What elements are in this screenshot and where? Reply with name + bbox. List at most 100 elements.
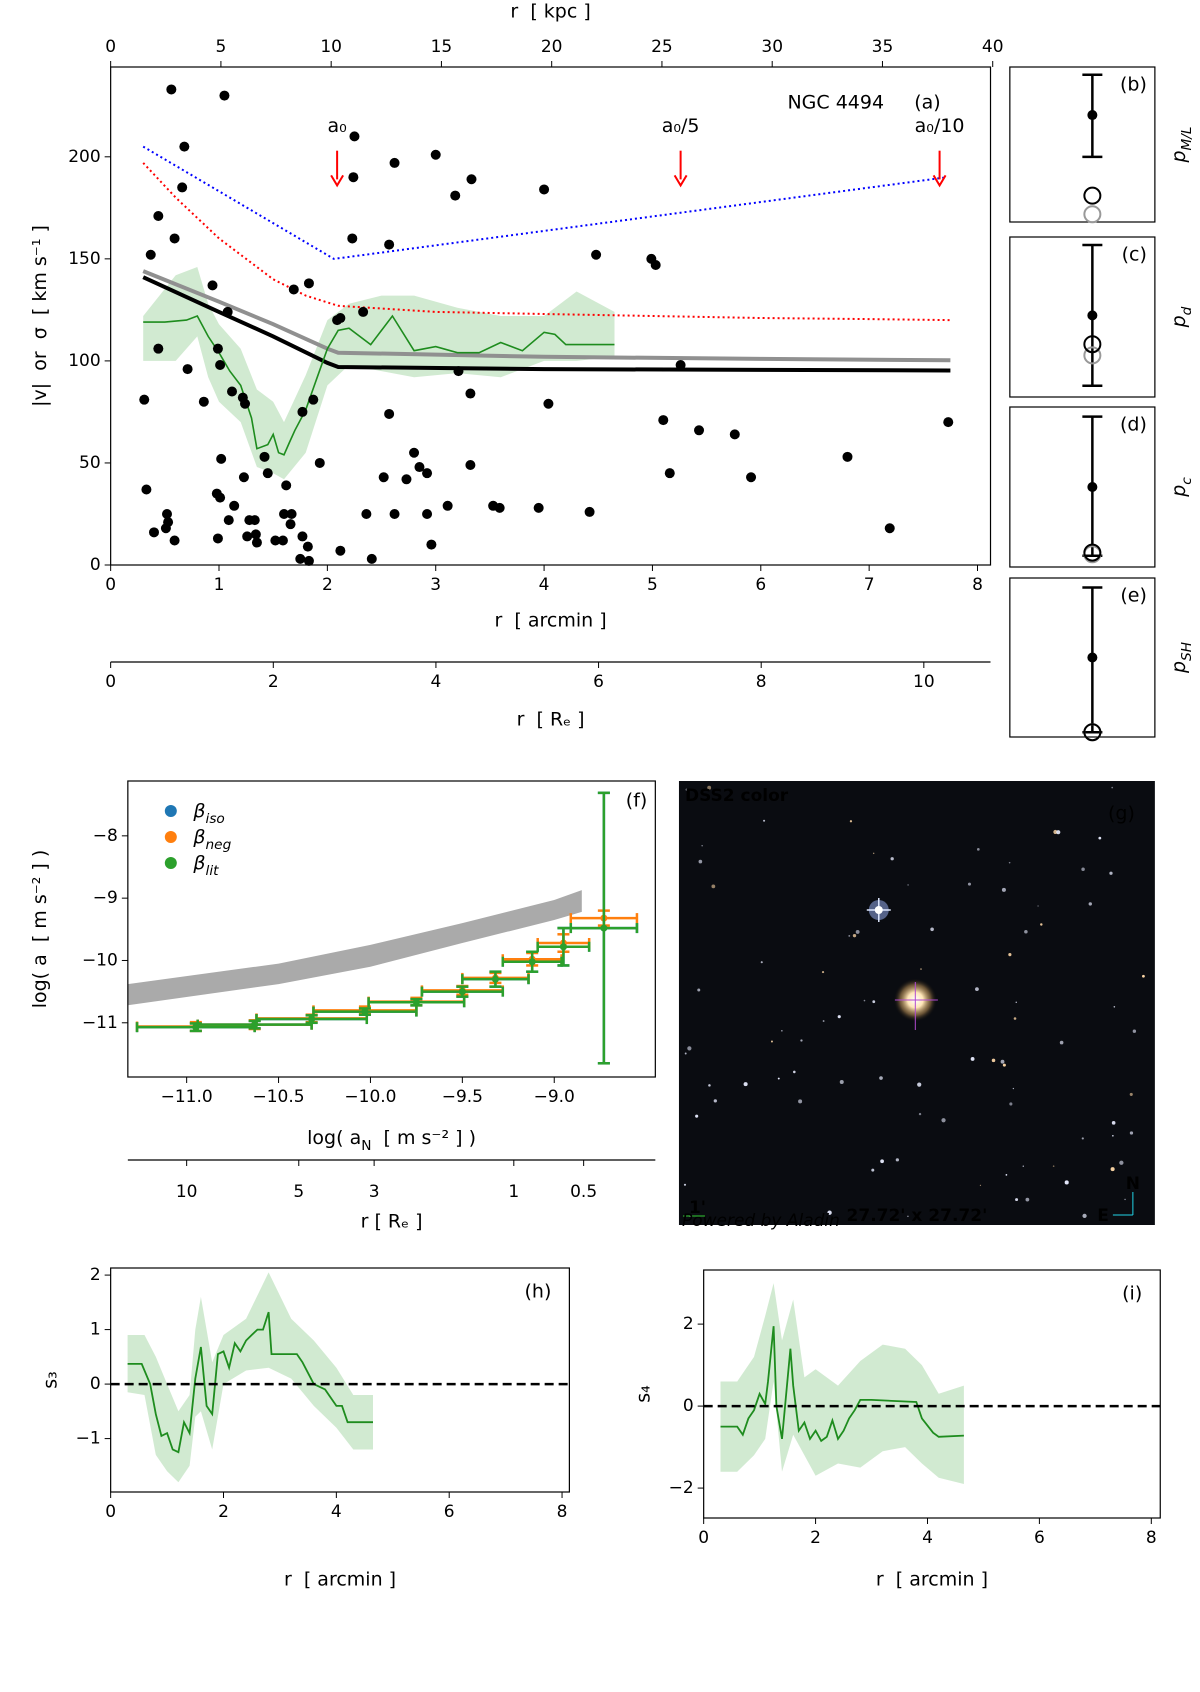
star [1059, 1040, 1064, 1045]
x-tick-label: 4 [922, 1528, 933, 1548]
y-axis-label: |v| or σ [ km s⁻¹ ] [29, 225, 51, 407]
star [1111, 1121, 1116, 1125]
star [855, 929, 860, 934]
y-tick-label: −2 [669, 1478, 694, 1498]
point [389, 508, 400, 519]
point [281, 480, 292, 491]
legend-marker [164, 857, 177, 869]
y-tick-label: 2 [90, 1265, 101, 1285]
x-tick-label: 10 [913, 672, 935, 692]
panel-label: (e) [1120, 585, 1147, 607]
point [223, 515, 234, 526]
star [711, 884, 716, 889]
point [430, 149, 441, 160]
point [533, 502, 544, 513]
star [1119, 1160, 1124, 1165]
point [884, 523, 895, 534]
y-tick-label: −10 [82, 950, 118, 970]
y-tick-label: 0 [90, 555, 101, 575]
star [941, 1118, 946, 1123]
star [1142, 974, 1145, 978]
x-tick-label: 40 [982, 37, 1004, 57]
legend-label-part: iso [206, 811, 225, 827]
band [127, 890, 582, 1006]
panel-label: (b) [1120, 74, 1147, 96]
point [179, 141, 190, 152]
y-axis-label: s₄ [632, 1385, 654, 1403]
star [839, 1079, 844, 1085]
star [1015, 1198, 1019, 1202]
star [1132, 1029, 1137, 1033]
star [970, 1057, 975, 1061]
star [1113, 1005, 1116, 1008]
point [943, 417, 954, 428]
axes-frame [127, 780, 656, 1078]
point [466, 174, 477, 185]
arrow-head [673, 174, 688, 188]
y-axis-label-part: |v| or σ [ km s⁻¹ ] [29, 225, 51, 407]
star [1002, 1063, 1006, 1067]
axes-frame [110, 1267, 570, 1493]
x-tick-label: 6 [593, 672, 604, 692]
open-circle [1083, 205, 1102, 224]
point [584, 506, 595, 517]
point [288, 284, 299, 295]
panel-label: (f) [626, 790, 648, 812]
y-axis-label: pSH [1167, 642, 1195, 674]
point [366, 553, 377, 564]
x-axis2-label: r [ Rₑ ] [361, 1211, 423, 1233]
x-tick-label: 3 [369, 1182, 380, 1202]
star [793, 1070, 796, 1074]
star [1008, 861, 1011, 864]
x-tick-label: 10 [320, 37, 342, 57]
open-circle [1083, 346, 1102, 365]
star [698, 859, 703, 864]
point [169, 535, 180, 546]
star [697, 988, 701, 992]
x-tick-label: 8 [1146, 1528, 1157, 1548]
arrow-label: a₀ [327, 115, 346, 137]
point [458, 988, 466, 996]
point [347, 233, 358, 244]
point [285, 519, 296, 530]
y-tick-label: 1 [90, 1320, 101, 1340]
star [979, 1184, 982, 1186]
point [559, 943, 567, 951]
image-field: 27.72' x 27.72' [847, 1206, 988, 1226]
open-circle [1083, 543, 1102, 562]
star [760, 961, 763, 964]
star [1081, 867, 1085, 871]
point [491, 975, 499, 983]
point [169, 233, 180, 244]
point [277, 535, 288, 546]
x-tick-label: 6 [444, 1502, 455, 1522]
legend-label: βiso [192, 800, 224, 828]
star [890, 857, 894, 861]
y-axis-label-part: p [1167, 150, 1189, 163]
x-tick-label: 30 [761, 37, 783, 57]
band [143, 267, 615, 480]
point [302, 541, 313, 552]
open-circle [1083, 186, 1102, 205]
x-tick-label: 4 [331, 1502, 342, 1522]
point [412, 998, 420, 1006]
star [1098, 836, 1102, 840]
point [314, 457, 325, 468]
point [279, 508, 290, 519]
x-axis-label: log( aN [ m s⁻² ] ) [307, 1127, 476, 1155]
star [907, 1215, 909, 1218]
arrow-label: a₀/10 [915, 115, 965, 137]
point [161, 508, 172, 519]
point [675, 359, 686, 370]
point [591, 249, 602, 260]
point [694, 425, 705, 436]
point [297, 406, 308, 417]
star [798, 1099, 803, 1104]
y-axis-label: log( a [ m s⁻² ] ) [29, 850, 51, 1009]
star [1012, 1087, 1015, 1090]
point [842, 451, 853, 462]
star [1112, 1135, 1114, 1137]
top-axis-label: r [ kpc ] [510, 1, 590, 23]
panel-label: (g) [1108, 803, 1135, 825]
star [687, 1046, 692, 1051]
